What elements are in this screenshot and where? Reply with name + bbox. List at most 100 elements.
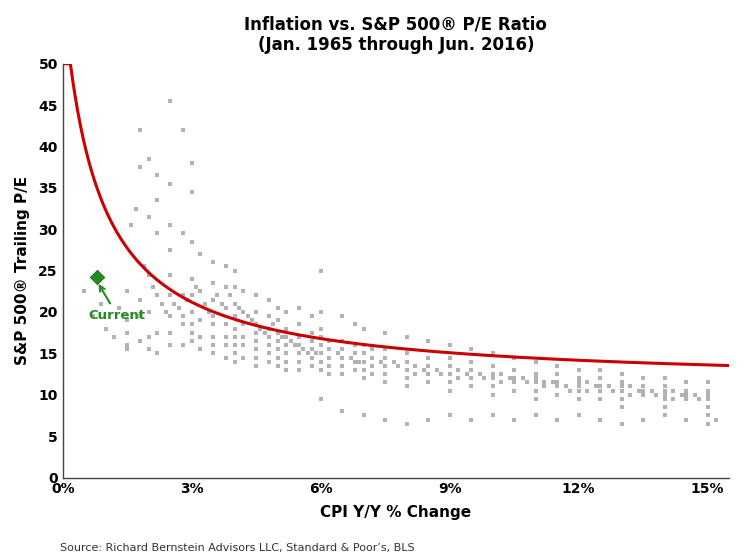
Point bbox=[452, 374, 464, 383]
Point bbox=[508, 386, 520, 395]
Point bbox=[680, 390, 692, 399]
Point bbox=[702, 419, 713, 428]
Point bbox=[637, 415, 649, 424]
Point bbox=[349, 341, 361, 350]
Point bbox=[594, 394, 606, 403]
Point bbox=[478, 374, 490, 383]
Point bbox=[151, 229, 163, 238]
Point bbox=[379, 345, 391, 354]
Point bbox=[250, 328, 262, 337]
Point bbox=[186, 291, 198, 300]
Point bbox=[280, 357, 292, 366]
Point bbox=[409, 361, 421, 370]
Point bbox=[207, 278, 219, 287]
Point bbox=[138, 262, 150, 271]
Point bbox=[186, 188, 198, 197]
Point bbox=[250, 353, 262, 362]
Point bbox=[87, 312, 99, 321]
Point bbox=[551, 415, 563, 424]
Point bbox=[220, 283, 232, 292]
Point bbox=[284, 336, 296, 345]
Point bbox=[91, 273, 103, 282]
Point bbox=[164, 341, 176, 350]
Point bbox=[465, 382, 477, 391]
Point bbox=[496, 370, 507, 379]
Point bbox=[443, 353, 455, 362]
Point bbox=[658, 374, 670, 383]
Point bbox=[336, 336, 348, 345]
Point bbox=[207, 320, 219, 329]
Point bbox=[143, 333, 155, 341]
Point bbox=[177, 320, 189, 329]
Point bbox=[474, 370, 486, 379]
Point bbox=[551, 382, 563, 391]
Point bbox=[422, 378, 434, 387]
Point bbox=[177, 229, 189, 238]
Point bbox=[366, 353, 378, 362]
Point bbox=[310, 349, 322, 358]
Point bbox=[121, 341, 133, 350]
Point bbox=[263, 357, 275, 366]
Point bbox=[603, 382, 615, 391]
Point bbox=[164, 179, 176, 188]
Point bbox=[134, 336, 146, 345]
Point bbox=[254, 324, 266, 333]
Point bbox=[186, 307, 198, 316]
Point bbox=[422, 370, 434, 379]
Point bbox=[186, 159, 198, 168]
Point bbox=[633, 386, 645, 395]
Point bbox=[293, 320, 305, 329]
Text: Current: Current bbox=[89, 286, 146, 321]
Point bbox=[272, 345, 283, 354]
Point bbox=[220, 341, 232, 350]
Point bbox=[228, 312, 240, 321]
Point bbox=[228, 283, 240, 292]
Point bbox=[702, 403, 713, 412]
Point bbox=[358, 374, 370, 383]
Point bbox=[151, 171, 163, 180]
Point bbox=[143, 345, 155, 354]
Point bbox=[530, 386, 542, 395]
Point bbox=[615, 378, 627, 387]
Point bbox=[332, 349, 344, 358]
Point bbox=[702, 411, 713, 420]
Point bbox=[573, 365, 585, 374]
Point bbox=[400, 382, 412, 391]
Point bbox=[530, 370, 542, 379]
Point bbox=[607, 386, 619, 395]
Point bbox=[379, 415, 391, 424]
Point bbox=[400, 365, 412, 374]
Point bbox=[349, 365, 361, 374]
Point bbox=[594, 365, 606, 374]
Point bbox=[487, 374, 498, 383]
Point bbox=[594, 415, 606, 424]
Point bbox=[164, 291, 176, 300]
Point bbox=[211, 291, 223, 300]
Point bbox=[508, 378, 520, 387]
Point bbox=[207, 333, 219, 341]
Point bbox=[487, 370, 498, 379]
Point bbox=[293, 304, 305, 312]
Point bbox=[250, 336, 262, 345]
Point bbox=[358, 411, 370, 420]
Point bbox=[594, 382, 606, 391]
Point bbox=[276, 333, 288, 341]
Point bbox=[349, 349, 361, 358]
Point bbox=[293, 349, 305, 358]
Point bbox=[177, 291, 189, 300]
Point bbox=[521, 378, 533, 387]
Point bbox=[263, 312, 275, 321]
Point bbox=[143, 154, 155, 163]
Point bbox=[452, 365, 464, 374]
Point bbox=[358, 349, 370, 358]
Point bbox=[228, 357, 240, 366]
Point bbox=[418, 365, 430, 374]
Point bbox=[667, 386, 679, 395]
Point bbox=[530, 374, 542, 383]
Point bbox=[615, 382, 627, 391]
Point bbox=[164, 270, 176, 279]
Point bbox=[100, 324, 112, 333]
Point bbox=[263, 341, 275, 350]
Point bbox=[95, 299, 107, 308]
Point bbox=[237, 307, 249, 316]
